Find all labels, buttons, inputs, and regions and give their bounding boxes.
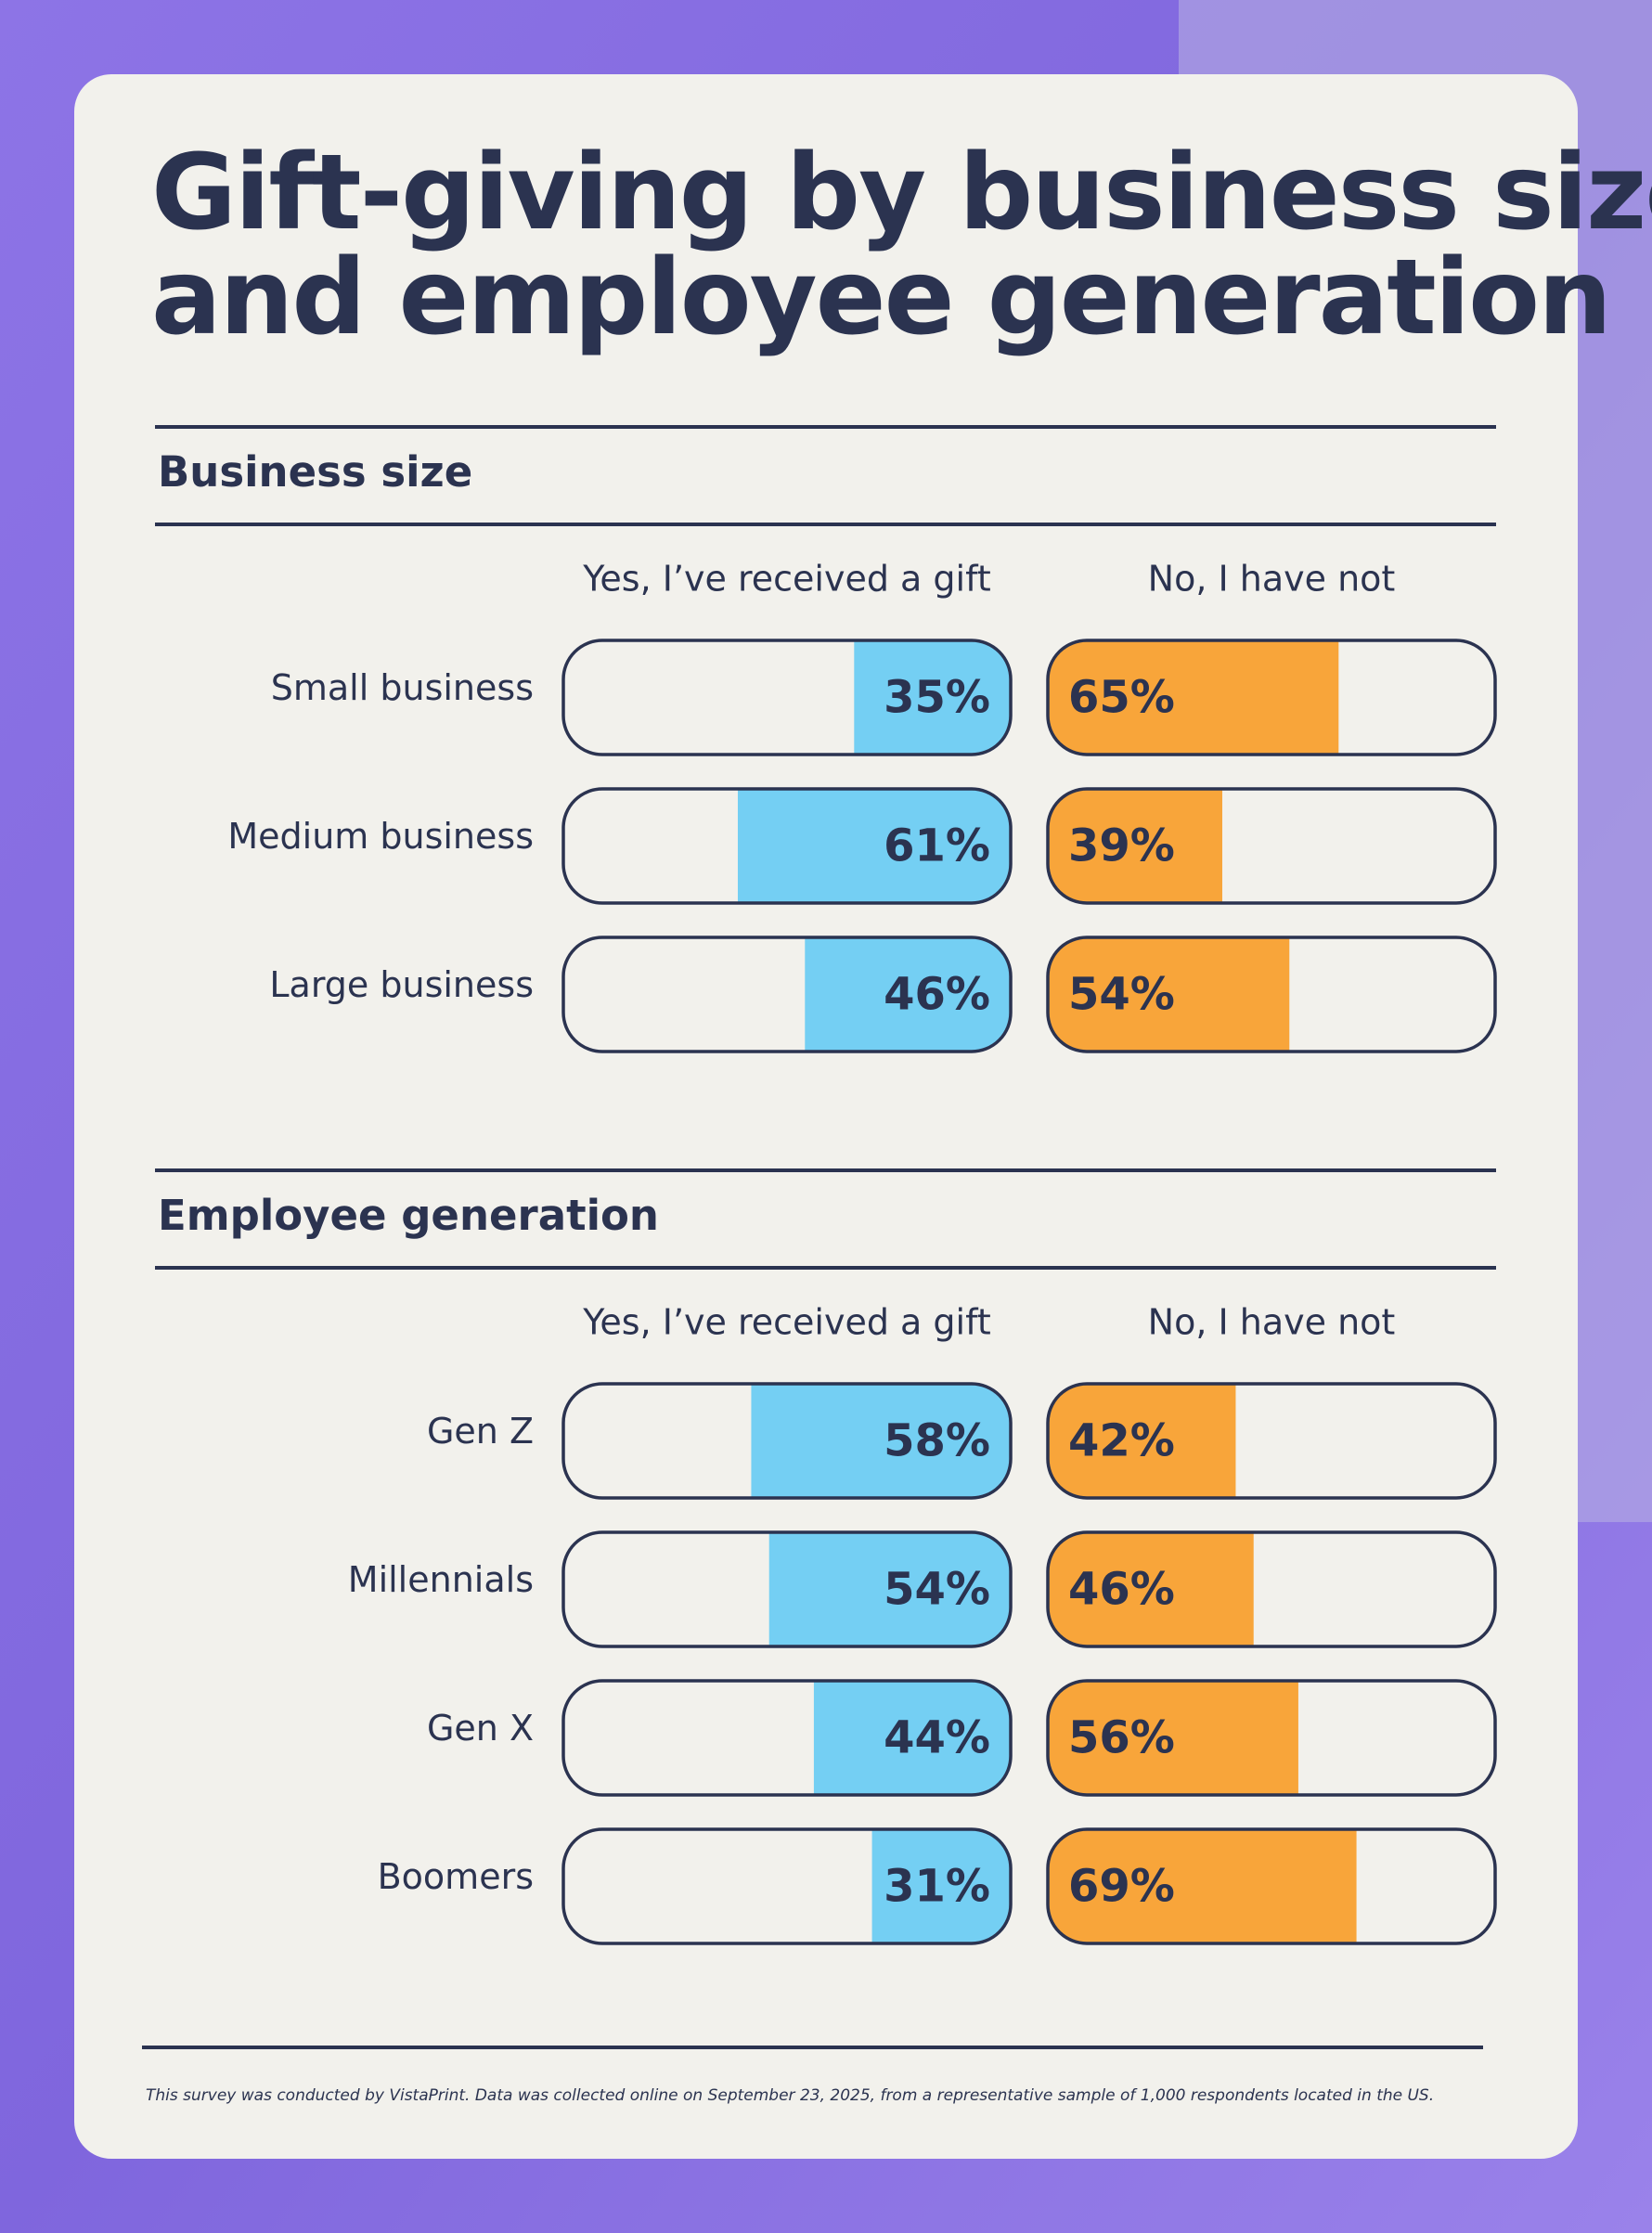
bar <box>1048 1681 1298 1795</box>
bar <box>1048 1829 1357 1943</box>
category-label: Millennials <box>348 1559 534 1600</box>
category-label: Boomers <box>378 1856 534 1897</box>
value-label: 31% <box>884 1861 990 1913</box>
pill-outline <box>1046 936 1497 1053</box>
value-label: 54% <box>1068 969 1175 1021</box>
value-label: 54% <box>884 1564 990 1616</box>
value-label: 56% <box>1068 1712 1175 1764</box>
pill-outline <box>1046 787 1497 905</box>
bar <box>1048 1384 1236 1498</box>
title-line: and employee generation <box>151 238 1610 358</box>
value-label: 39% <box>1068 820 1175 872</box>
pill-outline <box>561 639 1013 756</box>
column-header: No, I have not <box>1148 1302 1396 1343</box>
value-label: 61% <box>884 820 990 872</box>
column-header: No, I have not <box>1148 559 1396 600</box>
pill-outline <box>561 1530 1013 1648</box>
pill-outline <box>1046 1679 1497 1797</box>
category-label: Gen Z <box>427 1411 534 1452</box>
bar <box>813 1681 1011 1795</box>
category-label: Large business <box>269 964 534 1005</box>
footnote: This survey was conducted by VistaPrint.… <box>146 2086 1434 2105</box>
value-label: 58% <box>884 1415 990 1467</box>
value-label: 35% <box>884 672 990 724</box>
bar <box>768 1532 1011 1646</box>
pill-outline <box>1046 1827 1497 1945</box>
section-title: Business size <box>158 447 472 497</box>
bar <box>1048 789 1222 903</box>
bar <box>805 937 1011 1052</box>
pill-outline <box>561 787 1013 905</box>
pill-outline <box>561 936 1013 1053</box>
category-label: Gen X <box>427 1708 534 1749</box>
value-label: 69% <box>1068 1861 1175 1913</box>
category-label: Small business <box>271 667 534 708</box>
pill-outline <box>1046 1530 1497 1648</box>
bar <box>1048 640 1339 755</box>
bar <box>1048 1532 1254 1646</box>
value-label: 46% <box>1068 1564 1175 1616</box>
bar <box>1048 937 1290 1052</box>
pill-outline <box>1046 1382 1497 1500</box>
value-label: 65% <box>1068 672 1175 724</box>
value-label: 46% <box>884 969 990 1021</box>
charts: Business size Yes, I’ve received a gift No… <box>155 425 1497 1945</box>
bar <box>854 640 1011 755</box>
value-label: 44% <box>884 1712 990 1764</box>
pill-outline <box>561 1827 1013 1945</box>
value-label: 42% <box>1068 1415 1175 1467</box>
bar <box>751 1384 1011 1498</box>
bar <box>737 789 1011 903</box>
bar <box>871 1829 1011 1943</box>
category-label: Medium business <box>227 816 534 857</box>
title-line: Gift-giving by business size <box>151 133 1652 253</box>
column-header: Yes, I’ve received a gift <box>582 1302 990 1343</box>
column-header: Yes, I’ve received a gift <box>582 559 990 600</box>
section-title: Employee generation <box>158 1191 659 1240</box>
pill-outline <box>1046 639 1497 756</box>
pill-outline <box>561 1382 1013 1500</box>
pill-outline <box>561 1679 1013 1797</box>
